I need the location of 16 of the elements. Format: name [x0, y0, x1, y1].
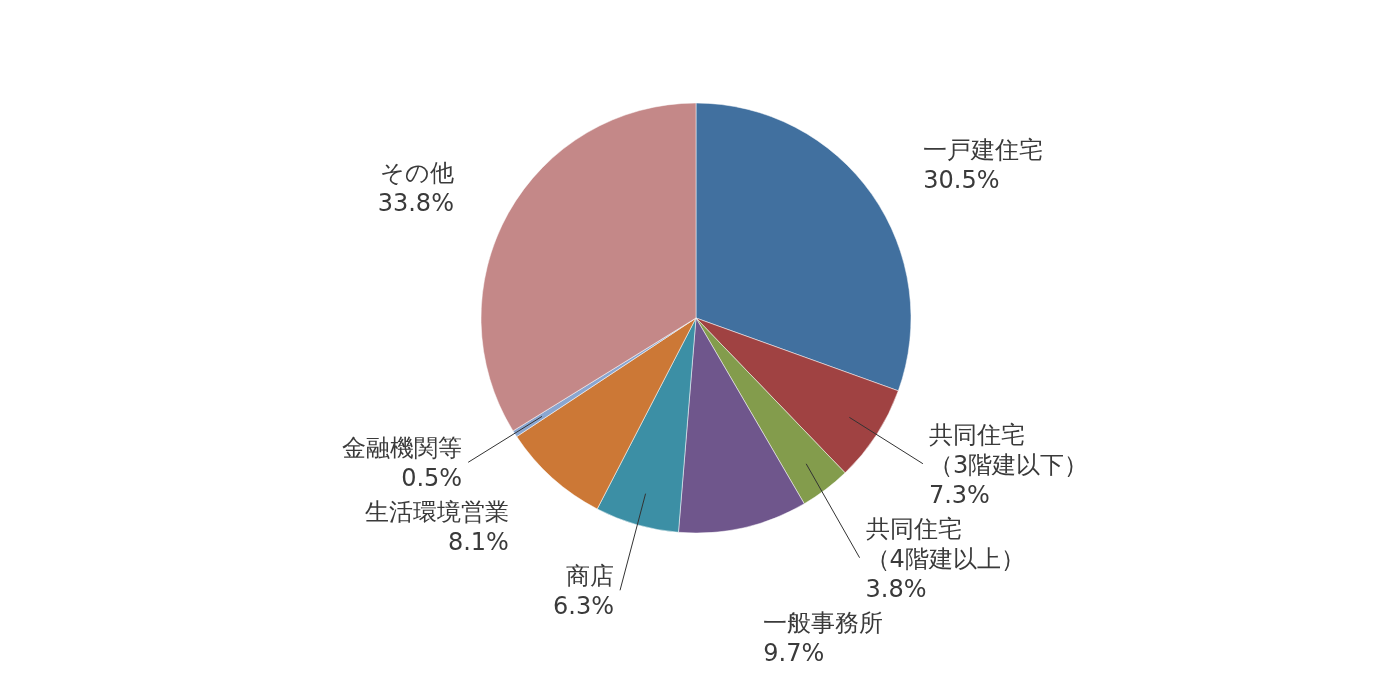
slice-label: その他 [379, 159, 454, 188]
slice-label: 一般事務所 [763, 608, 884, 637]
slice-label: 生活環境営業 [364, 498, 509, 527]
slice-label: 一戸建住宅 [923, 135, 1044, 164]
data-label: 6.3% [553, 592, 615, 621]
data-label: 30.5% [923, 165, 1000, 194]
data-label: 33.8% [377, 189, 454, 218]
data-label: 3.8% [865, 574, 927, 603]
slice-label: 共同住宅（4階建以上） [865, 514, 1025, 573]
slice-label: 金融機関等 [342, 434, 463, 463]
data-label: 9.7% [763, 638, 825, 667]
slice-label: 商店 [566, 562, 615, 591]
slice-label: 共同住宅（3階建以下） [928, 420, 1089, 479]
data-label: 7.3% [928, 480, 990, 509]
data-label: 8.1% [447, 528, 509, 557]
data-label: 0.5% [401, 464, 463, 493]
